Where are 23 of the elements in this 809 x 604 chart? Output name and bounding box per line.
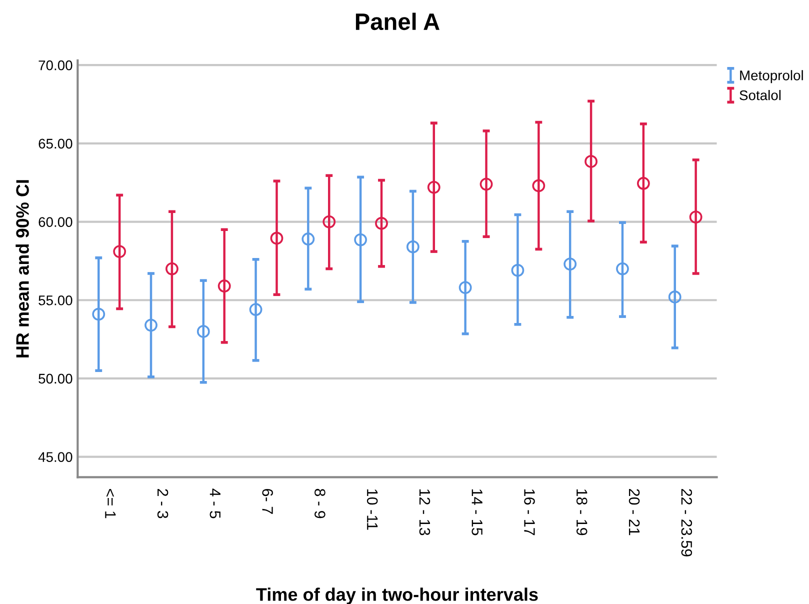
y-tick-label: 45.00 bbox=[38, 452, 72, 462]
x-tick-label: 2 - 3 bbox=[157, 489, 168, 518]
x-tick-label: 16 - 17 bbox=[524, 489, 535, 536]
y-tick-label: 65.00 bbox=[38, 138, 72, 149]
x-tick-label: <= 1 bbox=[105, 489, 116, 518]
legend-label: Sotalol bbox=[740, 90, 781, 100]
y-tick-label: 70.00 bbox=[38, 60, 72, 70]
x-tick-label: 18 - 19 bbox=[576, 489, 588, 536]
x-tick-label: 8 - 9 bbox=[314, 488, 326, 518]
x-tick-label: 4 - 5 bbox=[210, 488, 220, 518]
legend-label: Metoprolol bbox=[740, 70, 803, 84]
x-axis-title: Time of day in two-hour intervals bbox=[256, 588, 538, 604]
x-tick-label: 20 - 21 bbox=[628, 489, 640, 536]
y-tick-label: 55.00 bbox=[38, 295, 72, 306]
x-tick-label: 22 - 23.59 bbox=[681, 489, 692, 556]
x-tick-label: 12 - 13 bbox=[419, 489, 430, 536]
x-tick-label: 14 - 15 bbox=[472, 489, 482, 536]
x-tick-label: 10 -11 bbox=[366, 489, 378, 530]
y-tick-label: 50.00 bbox=[38, 374, 72, 384]
y-axis-title: HR mean and 90% CI bbox=[16, 180, 29, 358]
chart-title: Panel A bbox=[356, 12, 440, 30]
x-tick-label: 6- 7 bbox=[262, 489, 273, 514]
y-tick-label: 60.00 bbox=[38, 217, 72, 227]
